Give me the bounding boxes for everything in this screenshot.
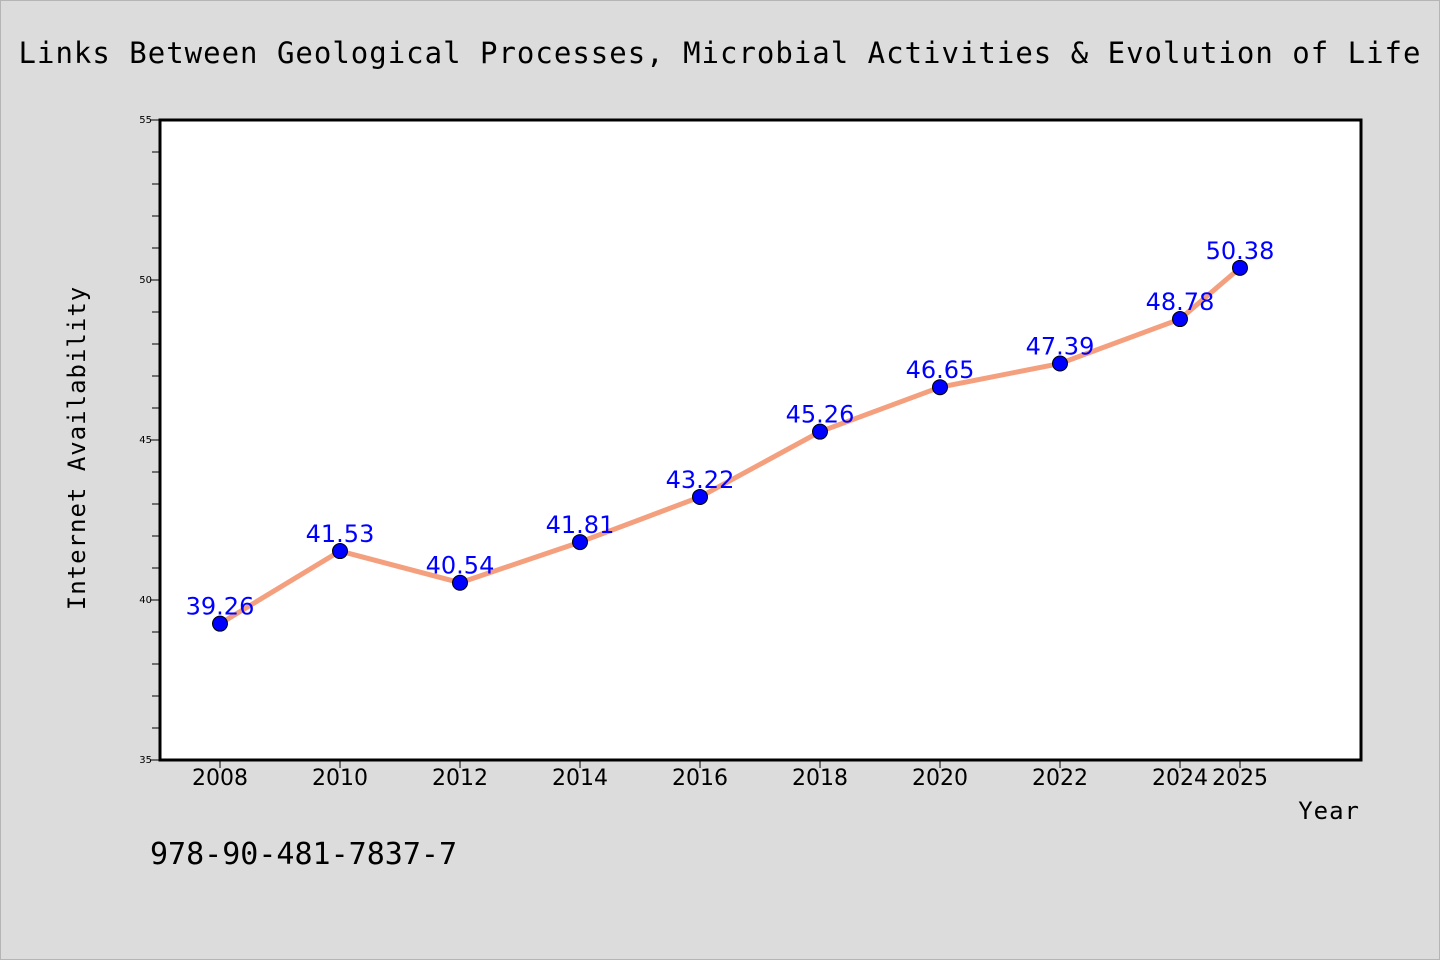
data-point bbox=[1052, 355, 1068, 372]
data-label: 41.81 bbox=[546, 511, 615, 539]
series-layer bbox=[212, 259, 1248, 632]
x-tick-label: 2012 bbox=[432, 766, 488, 791]
x-tick-label: 2022 bbox=[1032, 766, 1088, 791]
data-label: 39.26 bbox=[186, 593, 255, 621]
plot-area bbox=[158, 118, 1363, 762]
x-tick-label: 2010 bbox=[312, 766, 368, 791]
data-label: 47.39 bbox=[1026, 333, 1095, 361]
x-axis-title: Year bbox=[1298, 797, 1360, 825]
y-tick-label: 50 bbox=[139, 275, 152, 286]
data-point bbox=[332, 543, 348, 560]
data-point bbox=[932, 379, 948, 396]
x-tick-label: 2018 bbox=[792, 766, 848, 791]
x-tick-label: 2025 bbox=[1212, 766, 1268, 791]
data-label: 48.78 bbox=[1146, 288, 1215, 316]
x-tick-label: 2024 bbox=[1152, 766, 1208, 791]
data-point bbox=[1232, 259, 1248, 276]
y-axis-title: Internet Availability bbox=[63, 286, 91, 610]
data-point bbox=[1172, 311, 1188, 328]
data-point bbox=[812, 423, 828, 440]
data-point bbox=[212, 615, 228, 632]
data-label: 43.22 bbox=[666, 466, 735, 494]
x-tick-label: 2020 bbox=[912, 766, 968, 791]
y-tick-label: 40 bbox=[139, 595, 152, 606]
chart-title: Links Between Geological Processes, Micr… bbox=[19, 36, 1422, 70]
series-line bbox=[217, 265, 1243, 627]
x-tick-label: 2008 bbox=[192, 766, 248, 791]
y-axis: 35 40 45 50 55 bbox=[139, 115, 160, 766]
data-label: 50.38 bbox=[1206, 237, 1275, 265]
x-tick-label: 2016 bbox=[672, 766, 728, 791]
isbn-label: 978-90-481-7837-7 bbox=[150, 837, 457, 872]
y-tick-label: 45 bbox=[139, 435, 152, 446]
y-tick-label: 55 bbox=[139, 115, 152, 126]
data-label: 45.26 bbox=[786, 401, 855, 429]
x-tick-label: 2014 bbox=[552, 766, 608, 791]
data-label: 41.53 bbox=[306, 520, 375, 548]
x-axis: 2008 2010 2012 2014 2016 2018 2020 2022 2024 2025 bbox=[192, 760, 1268, 791]
y-tick-label: 35 bbox=[139, 755, 152, 766]
data-label: 46.65 bbox=[906, 356, 975, 384]
data-point bbox=[452, 574, 468, 591]
data-point bbox=[572, 534, 588, 551]
data-labels: 39.26 41.53 40.54 41.81 43.22 45.26 46.65 47.39… bbox=[186, 237, 1275, 621]
data-point bbox=[692, 488, 708, 505]
data-label: 40.54 bbox=[426, 552, 495, 580]
